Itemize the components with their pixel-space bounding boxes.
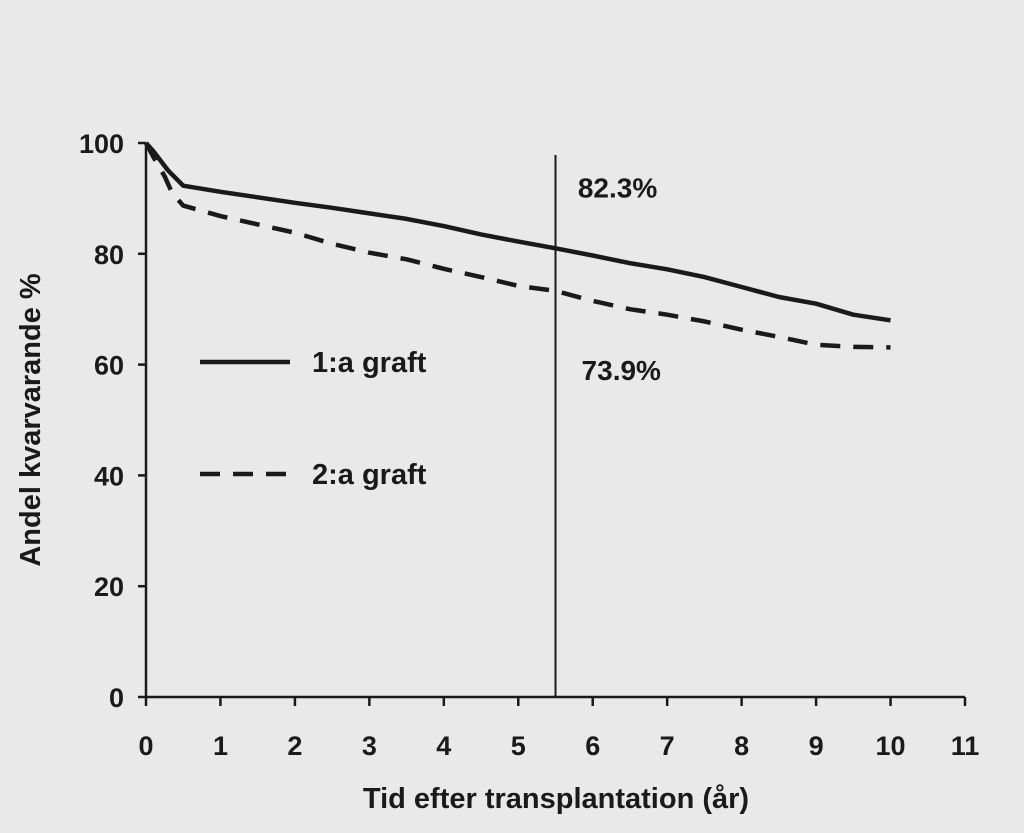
x-tick-label: 4 [436,731,451,761]
series-1a-graft-line [144,141,891,323]
x-tick-label: 7 [660,731,675,761]
y-tick-label: 0 [109,683,124,713]
y-tick-label: 20 [94,572,124,602]
x-tick-label: 1 [213,731,228,761]
y-tick-label: 100 [79,129,124,159]
x-tick-label: 3 [362,731,377,761]
legend-label: 2:a graft [312,459,427,491]
x-tick-label: 5 [511,731,526,761]
y-tick-label: 60 [94,351,124,381]
x-tick-label: 9 [809,731,824,761]
y-tick-label: 40 [94,461,124,491]
legend: 1:a graft 2:a graft [200,347,427,491]
y-ticks: 0 20 40 60 80 100 [79,129,146,713]
x-tick-label: 8 [734,731,749,761]
x-tick-label: 2 [287,731,302,761]
x-ticks: 0 1 2 3 4 5 6 7 8 9 10 11 [138,697,979,761]
x-tick-label: 6 [585,731,600,761]
legend-label: 1:a graft [312,347,427,379]
y-axis-title: Andel kvarvarande % [15,273,47,567]
series-lines [144,141,891,350]
x-tick-label: 10 [876,731,906,761]
series-2a-graft-line [144,141,891,350]
x-tick-label: 0 [138,731,153,761]
x-axis-title: Tid efter transplantation (år) [363,783,749,815]
x-tick-label: 11 [951,731,980,761]
y-tick-label: 80 [94,240,124,270]
annotations: 82.3% 73.9% [578,172,661,386]
annotation-label: 82.3% [578,172,657,203]
annotation-label: 73.9% [582,355,661,386]
